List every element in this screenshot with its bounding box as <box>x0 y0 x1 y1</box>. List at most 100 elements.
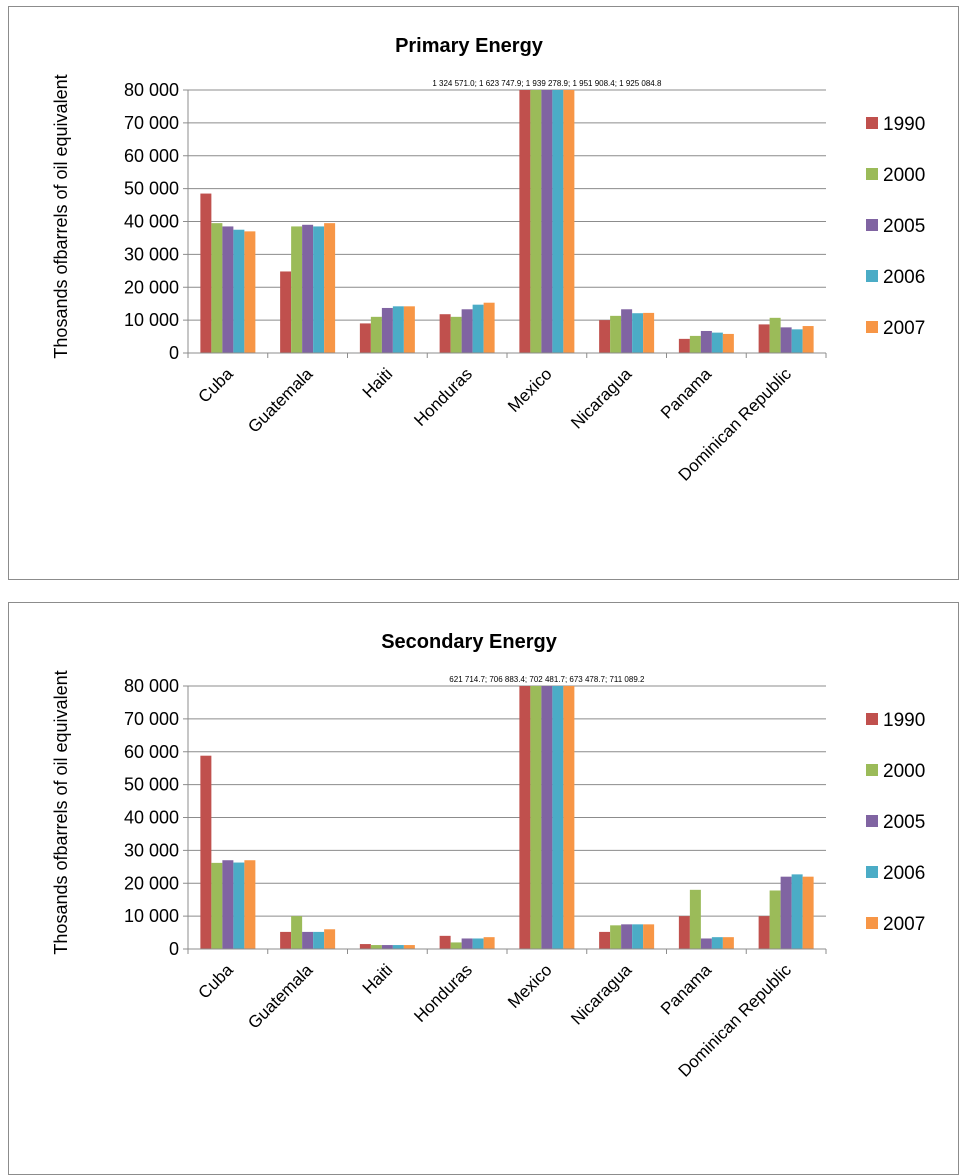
chart2-bar-honduras-2006 <box>472 938 484 949</box>
chart2-bar-dominican-republic-2007 <box>802 876 814 949</box>
chart1-bar-mexico-2007 <box>563 90 575 353</box>
chart2-bar-honduras-2007 <box>483 937 495 949</box>
chart1-bar-cuba-2007 <box>244 231 256 353</box>
chart1-y-tick-label: 20 000 <box>124 277 179 297</box>
chart2-legend-swatch-2007 <box>866 917 878 929</box>
chart1-x-tick-label: Guatemala <box>244 364 317 437</box>
chart1-bar-haiti-2000 <box>370 316 382 353</box>
chart1-legend-swatch-2006 <box>866 270 878 282</box>
chart2-legend-label-1990: 1990 <box>883 710 925 731</box>
chart1-legend-label-2006: 2006 <box>883 267 925 288</box>
chart2-bar-guatemala-1990 <box>280 931 292 949</box>
chart2-bar-cuba-2000 <box>211 862 223 949</box>
chart2-x-tick-label: Panama <box>657 960 716 1019</box>
chart1-y-tick-label: 50 000 <box>124 179 179 199</box>
chart1-y-tick-label: 80 000 <box>124 80 179 100</box>
secondary-energy-chart: Secondary Energy Thosands ofbarrels of oi… <box>8 602 959 1175</box>
chart1-y-tick-label: 30 000 <box>124 244 179 264</box>
chart2-bar-haiti-2005 <box>381 945 393 949</box>
chart2-y-tick-label: 0 <box>169 939 179 959</box>
chart2-bar-panama-2006 <box>711 937 723 949</box>
chart2-y-tick-label: 30 000 <box>124 840 179 860</box>
chart2-bar-mexico-2006 <box>552 686 564 949</box>
chart2-bar-panama-1990 <box>678 916 690 949</box>
chart1-bar-haiti-2007 <box>403 306 415 353</box>
chart1-bar-cuba-2005 <box>222 226 234 353</box>
chart1-bar-honduras-1990 <box>439 314 451 353</box>
chart1-bar-dominican-republic-2006 <box>791 329 803 353</box>
chart2-bar-nicaragua-2007 <box>643 924 655 949</box>
chart1-legend-label-2000: 2000 <box>883 165 925 186</box>
chart1-bar-haiti-2006 <box>392 306 404 353</box>
chart2-bar-honduras-1990 <box>439 935 451 949</box>
chart2-title: Secondary Energy <box>381 631 558 653</box>
chart2-bar-guatemala-2000 <box>291 916 303 949</box>
chart1-bar-nicaragua-2007 <box>643 312 655 353</box>
chart2-y-tick-label: 20 000 <box>124 873 179 893</box>
chart2-y-tick-label: 10 000 <box>124 906 179 926</box>
chart2-y-tick-label: 70 000 <box>124 709 179 729</box>
chart1-bar-panama-2005 <box>700 330 712 353</box>
chart1-y-tick-label: 0 <box>169 343 179 363</box>
chart2-bar-cuba-2007 <box>244 860 256 949</box>
chart2-bar-mexico-2007 <box>563 686 575 949</box>
chart2-bar-dominican-republic-2000 <box>769 890 781 949</box>
chart2-legend-swatch-2005 <box>866 815 878 827</box>
chart1-legend-swatch-2005 <box>866 219 878 231</box>
chart2-bar-haiti-2006 <box>392 945 404 949</box>
chart2-x-tick-label: Haiti <box>359 960 396 997</box>
chart1-bar-panama-2000 <box>689 335 701 353</box>
chart2-legend-label-2007: 2007 <box>883 914 925 935</box>
chart1-legend-swatch-2000 <box>866 168 878 180</box>
chart1-bar-dominican-republic-2007 <box>802 326 814 353</box>
chart1-legend-label-1990: 1990 <box>883 114 925 135</box>
chart1-bar-dominican-republic-2005 <box>780 327 792 353</box>
chart1-bar-mexico-1990 <box>519 90 531 353</box>
chart2-bar-guatemala-2005 <box>302 931 314 949</box>
chart2-bar-dominican-republic-2005 <box>780 876 792 949</box>
chart1-y-axis-label: Thosands ofbarrels of oil equivalent <box>51 74 71 358</box>
chart2-legend-swatch-2006 <box>866 866 878 878</box>
chart2-bar-mexico-1990 <box>519 686 531 949</box>
chart1-y-tick-label: 60 000 <box>124 146 179 166</box>
chart1-legend-label-2007: 2007 <box>883 318 925 339</box>
chart2-bar-nicaragua-2005 <box>621 924 633 949</box>
chart2-x-tick-label: Mexico <box>504 960 556 1012</box>
chart2-bar-nicaragua-2000 <box>610 925 622 949</box>
chart2-bar-cuba-2005 <box>222 860 234 949</box>
chart2-bar-honduras-2000 <box>450 942 462 949</box>
chart2-bar-cuba-1990 <box>200 755 212 949</box>
chart1-bar-guatemala-1990 <box>280 271 292 353</box>
chart2-y-tick-label: 50 000 <box>124 775 179 795</box>
chart1-x-tick-label: Haiti <box>359 364 396 401</box>
chart1-y-tick-label: 40 000 <box>124 212 179 232</box>
secondary-energy-svg: Secondary Energy Thosands ofbarrels of oi… <box>51 631 925 1081</box>
chart1-bar-honduras-2006 <box>472 304 484 353</box>
chart1-bar-dominican-republic-1990 <box>758 324 770 353</box>
chart1-bar-guatemala-2007 <box>324 223 336 353</box>
chart2-bar-guatemala-2007 <box>324 929 336 949</box>
chart2-bar-nicaragua-2006 <box>632 924 644 949</box>
chart1-x-tick-label: Panama <box>657 364 716 423</box>
chart2-bar-panama-2007 <box>722 937 734 949</box>
chart2-bar-haiti-2000 <box>370 945 382 949</box>
chart1-bar-nicaragua-2000 <box>610 315 622 353</box>
chart1-bar-haiti-1990 <box>359 323 371 353</box>
chart1-legend-swatch-1990 <box>866 117 878 129</box>
chart1-mexico-data-label: 1 324 571.0; 1 623 747.9; 1 939 278.9; 1… <box>432 79 662 88</box>
chart1-bar-nicaragua-2005 <box>621 309 633 353</box>
chart1-bar-guatemala-2000 <box>291 226 303 353</box>
primary-energy-chart: Primary Energy Thosands ofbarrels of oil … <box>8 6 959 580</box>
chart2-mexico-data-label: 621 714.7; 706 883.4; 702 481.7; 673 478… <box>449 675 645 684</box>
chart1-legend-swatch-2007 <box>866 321 878 333</box>
chart2-bar-haiti-1990 <box>359 944 371 949</box>
chart1-bar-honduras-2005 <box>461 309 473 353</box>
chart1-y-tick-label: 10 000 <box>124 310 179 330</box>
chart1-legend-label-2005: 2005 <box>883 216 925 237</box>
chart2-legend-label-2005: 2005 <box>883 812 925 833</box>
chart2-y-tick-label: 60 000 <box>124 742 179 762</box>
chart1-title: Primary Energy <box>395 35 544 57</box>
chart2-bar-panama-2000 <box>689 889 701 949</box>
chart1-bar-nicaragua-2006 <box>632 313 644 353</box>
chart2-bar-panama-2005 <box>700 938 712 949</box>
